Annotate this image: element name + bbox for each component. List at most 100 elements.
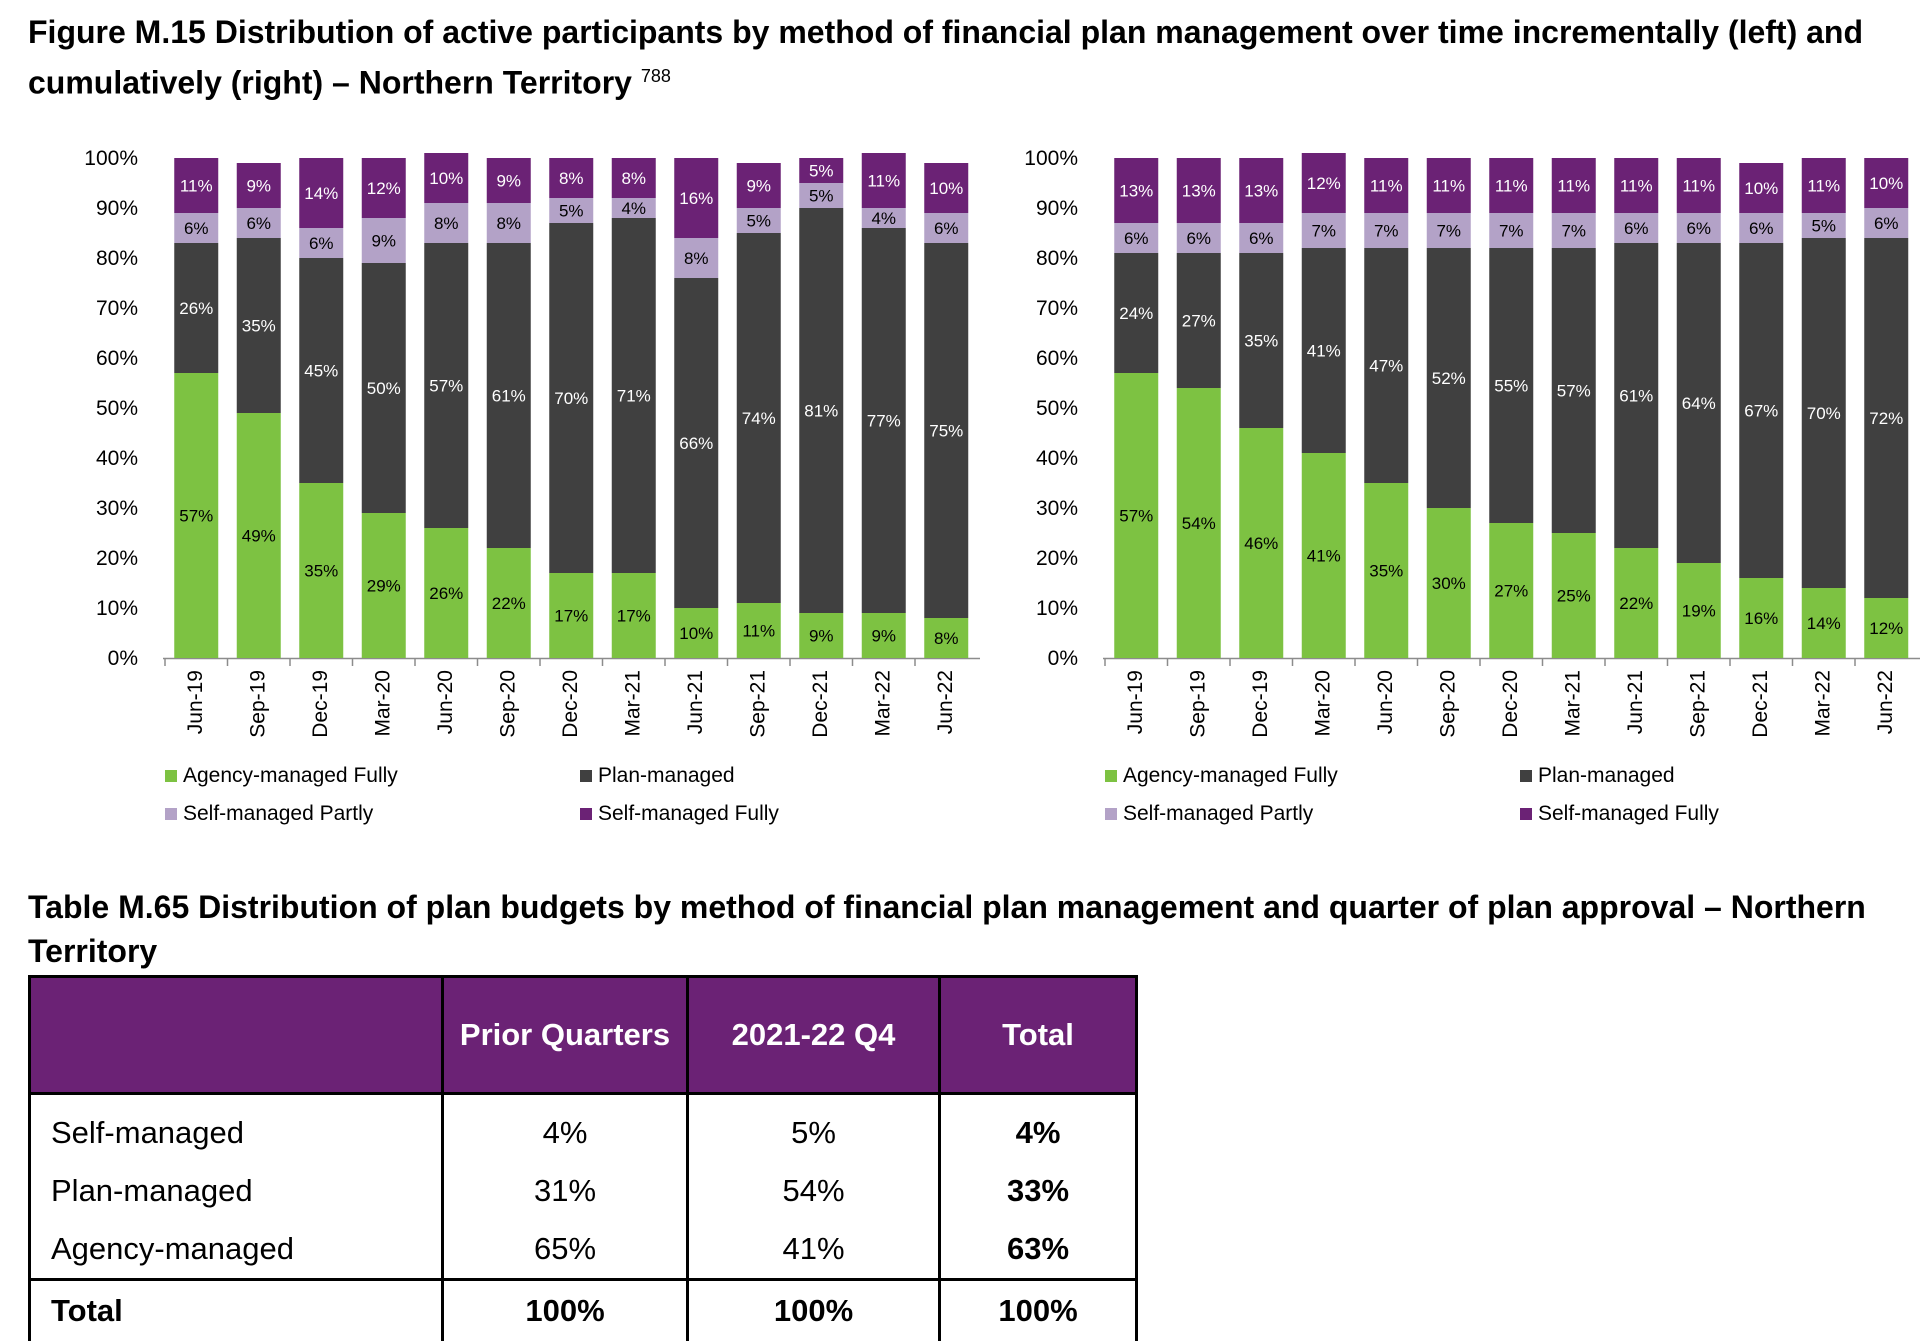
left-data-label: 35% — [242, 317, 276, 336]
right-data-label: 55% — [1494, 377, 1528, 396]
left-data-label: 5% — [746, 212, 771, 231]
right-data-label: 13% — [1244, 182, 1278, 201]
cell-total: 63% — [940, 1220, 1137, 1280]
left-data-label: 10% — [429, 169, 463, 188]
right-x-tick-label: Jun-19 — [1124, 670, 1147, 734]
left-data-label: 10% — [929, 179, 963, 198]
left-y-tick-label: 80% — [96, 247, 138, 270]
left-data-label: 8% — [684, 249, 709, 268]
total-row-label: Total — [30, 1280, 443, 1341]
total-cell-total: 100% — [940, 1280, 1137, 1341]
left-legend-label-self-partly: Self-managed Partly — [183, 802, 374, 825]
right-x-tick-label: Sep-20 — [1436, 670, 1459, 738]
left-y-tick-label: 70% — [96, 297, 138, 320]
right-data-label: 6% — [1249, 229, 1274, 248]
left-data-label: 6% — [184, 219, 209, 238]
right-legend-swatch-self-fully — [1520, 808, 1532, 820]
left-data-label: 17% — [554, 607, 588, 626]
left-legend-swatch-plan — [580, 770, 592, 782]
right-x-tick-label: Dec-21 — [1749, 670, 1772, 738]
row-label: Self-managed — [30, 1094, 443, 1163]
left-data-label: 9% — [871, 627, 896, 646]
right-data-label: 12% — [1869, 619, 1903, 638]
left-x-tick-label: Sep-19 — [246, 670, 269, 738]
cell-q4: 54% — [688, 1162, 940, 1220]
left-x-tick-label: Dec-20 — [559, 670, 582, 738]
left-x-tick-label: Sep-21 — [746, 670, 769, 738]
left-data-label: 75% — [929, 422, 963, 441]
right-x-tick-label: Dec-19 — [1249, 670, 1272, 738]
right-data-label: 27% — [1182, 312, 1216, 331]
left-data-label: 8% — [934, 629, 959, 648]
left-y-tick-label: 90% — [96, 197, 138, 220]
table-total-row: Total 100% 100% 100% — [30, 1280, 1137, 1341]
right-data-label: 13% — [1182, 182, 1216, 201]
left-legend-label-agency: Agency-managed Fully — [183, 764, 398, 787]
right-y-tick-label: 20% — [1036, 547, 1078, 570]
left-data-label: 22% — [492, 594, 526, 613]
left-data-label: 70% — [554, 389, 588, 408]
left-data-label: 4% — [621, 199, 646, 218]
left-data-label: 71% — [617, 387, 651, 406]
right-x-tick-label: Dec-20 — [1499, 670, 1522, 738]
right-data-label: 30% — [1432, 574, 1466, 593]
left-x-tick-label: Sep-20 — [496, 670, 519, 738]
left-y-tick-label: 50% — [96, 397, 138, 420]
right-data-label: 70% — [1807, 404, 1841, 423]
right-legend-label-self-partly: Self-managed Partly — [1123, 802, 1314, 825]
figure-title: Figure M.15 Distribution of active parti… — [28, 10, 1918, 105]
left-data-label: 12% — [367, 179, 401, 198]
right-data-label: 41% — [1307, 342, 1341, 361]
figure-footnote: 788 — [641, 66, 671, 86]
cell-total: 33% — [940, 1162, 1137, 1220]
left-data-label: 49% — [242, 527, 276, 546]
left-data-label: 11% — [867, 172, 900, 191]
left-x-tick-label: Jun-22 — [934, 670, 957, 734]
right-x-tick-label: Jun-20 — [1374, 670, 1397, 734]
right-data-label: 6% — [1749, 219, 1774, 238]
total-cell-prior: 100% — [443, 1280, 688, 1341]
left-data-label: 17% — [617, 607, 651, 626]
left-data-label: 26% — [179, 299, 213, 318]
cell-prior: 65% — [443, 1220, 688, 1280]
left-y-tick-label: 60% — [96, 347, 138, 370]
figure-title-text: Figure M.15 Distribution of active parti… — [28, 14, 1863, 101]
right-data-label: 11% — [1682, 177, 1715, 196]
right-data-label: 6% — [1124, 229, 1149, 248]
right-data-label: 7% — [1499, 222, 1524, 241]
row-label: Plan-managed — [30, 1162, 443, 1220]
right-data-label: 16% — [1744, 609, 1778, 628]
left-legend-swatch-agency — [165, 770, 177, 782]
right-x-tick-label: Sep-19 — [1186, 670, 1209, 738]
left-legend-swatch-self-fully — [580, 808, 592, 820]
left-data-label: 35% — [304, 562, 338, 581]
right-data-label: 54% — [1182, 514, 1216, 533]
left-data-label: 10% — [679, 624, 713, 643]
right-data-label: 7% — [1436, 222, 1461, 241]
right-data-label: 67% — [1744, 402, 1778, 421]
cell-prior: 4% — [443, 1094, 688, 1163]
right-data-label: 11% — [1620, 177, 1653, 196]
right-x-tick-label: Mar-22 — [1811, 670, 1834, 737]
cell-total: 4% — [940, 1094, 1137, 1163]
left-data-label: 81% — [804, 402, 838, 421]
right-data-label: 27% — [1494, 582, 1528, 601]
left-data-label: 9% — [496, 172, 521, 191]
right-y-tick-label: 30% — [1036, 497, 1078, 520]
header-prior-quarters: Prior Quarters — [443, 977, 688, 1094]
left-y-tick-label: 10% — [96, 597, 138, 620]
left-x-tick-label: Jun-20 — [434, 670, 457, 734]
left-data-label: 9% — [371, 232, 396, 251]
header-blank — [30, 977, 443, 1094]
table-row: Agency-managed 65% 41% 63% — [30, 1220, 1137, 1280]
left-legend-swatch-self-partly — [165, 808, 177, 820]
right-y-tick-label: 70% — [1036, 297, 1078, 320]
left-x-tick-label: Jun-21 — [684, 670, 707, 734]
left-data-label: 6% — [246, 214, 271, 233]
left-y-tick-label: 20% — [96, 547, 138, 570]
right-legend-swatch-plan — [1520, 770, 1532, 782]
left-data-label: 8% — [434, 214, 459, 233]
table-row: Plan-managed 31% 54% 33% — [30, 1162, 1137, 1220]
left-data-label: 5% — [809, 187, 834, 206]
right-data-label: 11% — [1495, 177, 1528, 196]
